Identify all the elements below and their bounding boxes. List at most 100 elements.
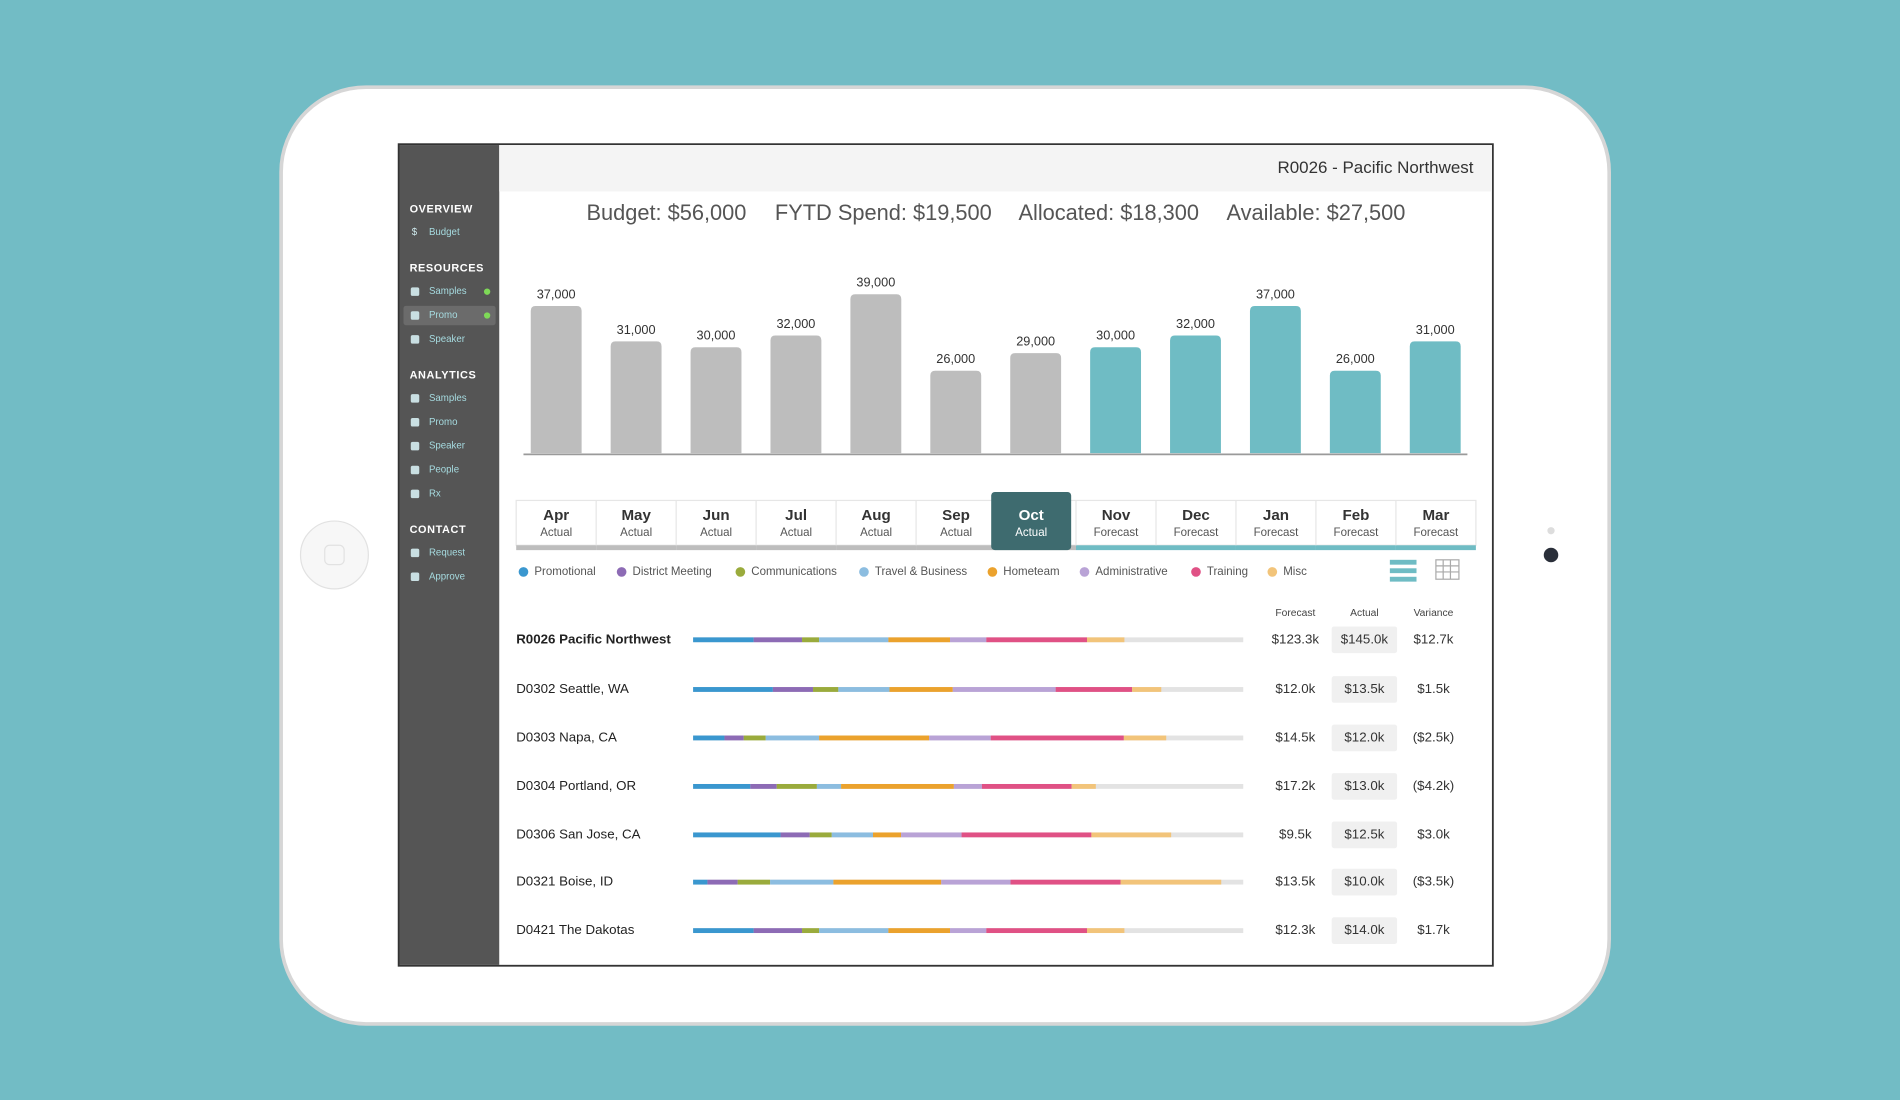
header-title: R0026 - Pacific Northwest — [1277, 158, 1473, 177]
tab-month[interactable]: Feb — [1342, 507, 1369, 524]
sidebar-item[interactable]: Approve — [429, 571, 465, 582]
legend-dot — [616, 567, 627, 577]
tab-month[interactable]: Mar — [1422, 507, 1449, 524]
tab-phase: Actual — [1015, 527, 1047, 539]
legend-label: Travel & Business — [875, 566, 967, 578]
tab-phase: Forecast — [1334, 527, 1380, 539]
bar-segment — [953, 783, 982, 789]
legend-dot — [735, 567, 746, 577]
bar-segment — [707, 879, 738, 885]
bar-segment — [693, 879, 708, 885]
row-name[interactable]: D0302 Seattle, WA — [516, 681, 629, 696]
bar — [1249, 306, 1301, 454]
bar — [1170, 335, 1221, 454]
tab-month[interactable]: Dec — [1182, 507, 1210, 524]
tab-phase: Forecast — [1414, 527, 1460, 539]
grid-icon[interactable] — [1435, 559, 1460, 580]
tab-underline — [596, 545, 677, 551]
sidebar-item[interactable]: People — [429, 465, 459, 476]
sidebar-item[interactable]: Speaker — [429, 334, 466, 345]
bar-label: 26,000 — [1336, 351, 1375, 366]
table-cell: ($2.5k) — [1413, 729, 1454, 744]
tab-month[interactable]: Oct — [1019, 507, 1044, 524]
bar-label: 39,000 — [856, 275, 895, 290]
actual-cell — [1331, 917, 1398, 944]
bar-segment — [889, 687, 953, 692]
tab-month[interactable]: Nov — [1102, 507, 1131, 524]
actual-cell — [1331, 868, 1398, 896]
tab-month[interactable]: May — [621, 507, 651, 524]
tab-phase: Forecast — [1174, 527, 1220, 539]
sidebar-item[interactable]: Samples — [429, 393, 467, 404]
tab-phase: Actual — [860, 527, 892, 539]
legend-dot — [1079, 567, 1090, 577]
tab-phase: Actual — [620, 527, 652, 539]
row-name[interactable]: D0304 Portland, OR — [516, 778, 636, 793]
bar-segment — [765, 735, 820, 741]
sidebar-item[interactable]: Speaker — [429, 441, 466, 452]
list-icon[interactable] — [1389, 559, 1417, 565]
tab-month[interactable]: Jan — [1263, 507, 1289, 524]
bar-label: 30,000 — [697, 328, 736, 343]
tab-selected[interactable] — [991, 491, 1072, 551]
sidebar-item[interactable]: Request — [429, 547, 465, 558]
table-cell: $14.5k — [1275, 729, 1315, 744]
legend-label: Communications — [751, 566, 837, 578]
bar-segment — [986, 637, 1087, 643]
bar-segment — [693, 783, 751, 789]
legend-dot — [518, 567, 529, 577]
tab-underline — [1315, 545, 1396, 551]
sidebar-item[interactable]: Samples — [429, 286, 467, 297]
sidebar-item[interactable]: Promo — [429, 310, 458, 321]
tab-month[interactable]: Apr — [543, 507, 569, 524]
summary-stat: Allocated: $18,300 — [1018, 200, 1199, 225]
tab-phase: Forecast — [1094, 527, 1140, 539]
bar-segment — [1091, 832, 1172, 838]
tab-month[interactable]: Sep — [942, 507, 970, 524]
row-name[interactable]: D0303 Napa, CA — [516, 729, 617, 744]
status-dot — [483, 312, 491, 319]
sidebar-item[interactable]: Budget — [429, 227, 460, 238]
sidebar-item[interactable]: Rx — [429, 488, 441, 499]
bar-segment — [888, 637, 951, 643]
sidebar-active — [403, 305, 496, 326]
table-cell: $1.5k — [1417, 681, 1450, 696]
bar — [1329, 370, 1381, 454]
list-icon-bar — [1389, 568, 1417, 574]
tab-phase: Forecast — [1254, 527, 1300, 539]
actual-cell — [1331, 676, 1398, 703]
sidebar-icon — [410, 394, 420, 403]
legend-dot — [1267, 567, 1278, 577]
sidebar-item[interactable]: Promo — [429, 417, 458, 428]
bar-segment — [1071, 783, 1096, 789]
tab-month[interactable]: Aug — [861, 507, 890, 524]
scaled-layer: R0026 - Pacific Northwest Budget: $56,00… — [279, 85, 1611, 1026]
bar-segment — [809, 832, 832, 838]
bar — [1090, 347, 1142, 454]
tab-month[interactable]: Jun — [703, 507, 730, 524]
bar-segment — [1086, 928, 1125, 934]
bar-label: 32,000 — [1176, 316, 1215, 331]
sidebar-icon — [410, 311, 420, 320]
bar — [1409, 341, 1461, 454]
bar-label: 26,000 — [936, 351, 975, 366]
tab-month[interactable]: Jul — [785, 507, 807, 524]
actual-cell — [1331, 821, 1398, 849]
row-name[interactable]: D0321 Boise, ID — [516, 874, 613, 889]
bar-label: 31,000 — [1416, 322, 1455, 337]
bar-segment — [1120, 879, 1222, 885]
row-name[interactable]: D0306 San Jose, CA — [516, 826, 640, 841]
sidebar-section: ANALYTICS — [410, 369, 477, 381]
sidebar-icon — [410, 418, 420, 427]
bar — [770, 335, 822, 454]
row-name[interactable]: D0421 The Dakotas — [516, 922, 635, 937]
bar-segment — [802, 928, 820, 934]
legend-label: District Meeting — [633, 566, 712, 578]
sidebar-icon — [410, 287, 420, 296]
bar-segment — [990, 735, 1124, 741]
home-button[interactable] — [299, 520, 369, 590]
row-name[interactable]: R0026 Pacific Northwest — [516, 631, 671, 646]
table-cell: $10.0k — [1344, 874, 1384, 889]
bar-segment — [819, 928, 889, 934]
